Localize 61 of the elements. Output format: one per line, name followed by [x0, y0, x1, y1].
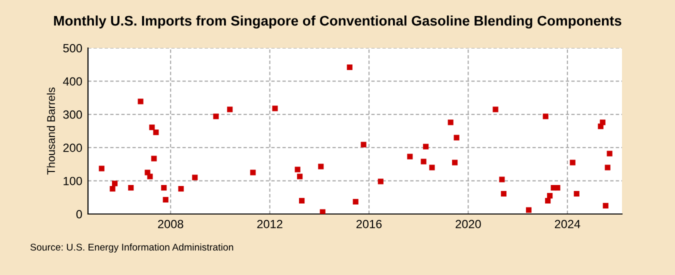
y-tick-label: 100	[64, 176, 82, 186]
point	[492, 106, 498, 112]
point	[110, 186, 116, 192]
point	[604, 164, 610, 170]
point	[378, 178, 384, 184]
point	[542, 114, 548, 120]
point	[98, 166, 104, 172]
x-tick-label: 2012	[257, 220, 282, 228]
y-tick-label: 0	[76, 210, 82, 218]
point	[192, 174, 198, 180]
point	[138, 98, 144, 104]
point	[162, 196, 168, 202]
x-tick-label: 2024	[554, 220, 580, 228]
point	[299, 198, 305, 204]
point	[545, 198, 551, 204]
point	[128, 184, 134, 191]
point	[454, 134, 460, 140]
point	[602, 202, 608, 208]
point	[554, 184, 560, 191]
point	[407, 154, 413, 160]
point	[346, 64, 352, 70]
point	[499, 176, 505, 182]
point	[272, 106, 278, 112]
point	[606, 150, 612, 156]
y-tick-label: 200	[63, 144, 82, 152]
point	[448, 120, 454, 126]
x-tick-label: 2016	[356, 220, 382, 228]
point	[429, 164, 435, 170]
point	[149, 124, 155, 130]
point	[574, 190, 580, 197]
point	[297, 174, 303, 180]
point	[423, 144, 429, 150]
point	[318, 164, 324, 170]
point	[500, 190, 506, 197]
y-tick-label: 400	[63, 77, 82, 86]
point	[112, 180, 118, 186]
point	[360, 142, 366, 148]
point	[161, 184, 167, 191]
point	[600, 120, 606, 126]
source-note: Source: U.S. Energy Information Administration	[30, 243, 234, 253]
point	[570, 160, 576, 166]
point	[151, 156, 157, 162]
point	[250, 170, 256, 176]
point	[178, 186, 184, 192]
y-axis-title: Thousand Barrels	[46, 88, 55, 175]
point	[452, 160, 458, 166]
chart-title: Monthly U.S. Imports from Singapore of Conventional Gasoline Blending Components	[54, 15, 622, 29]
point	[420, 158, 426, 164]
point	[147, 174, 153, 180]
point	[526, 207, 532, 213]
x-tick-label: 2020	[456, 220, 481, 228]
point	[227, 106, 233, 112]
point	[320, 209, 326, 214]
point	[547, 192, 553, 199]
x-tick-label: 2008	[158, 220, 184, 228]
y-tick-label: 300	[63, 110, 82, 119]
y-tick-label: 500	[63, 44, 82, 52]
point	[352, 198, 358, 204]
point	[213, 114, 219, 120]
point	[153, 130, 159, 136]
point	[294, 166, 300, 172]
